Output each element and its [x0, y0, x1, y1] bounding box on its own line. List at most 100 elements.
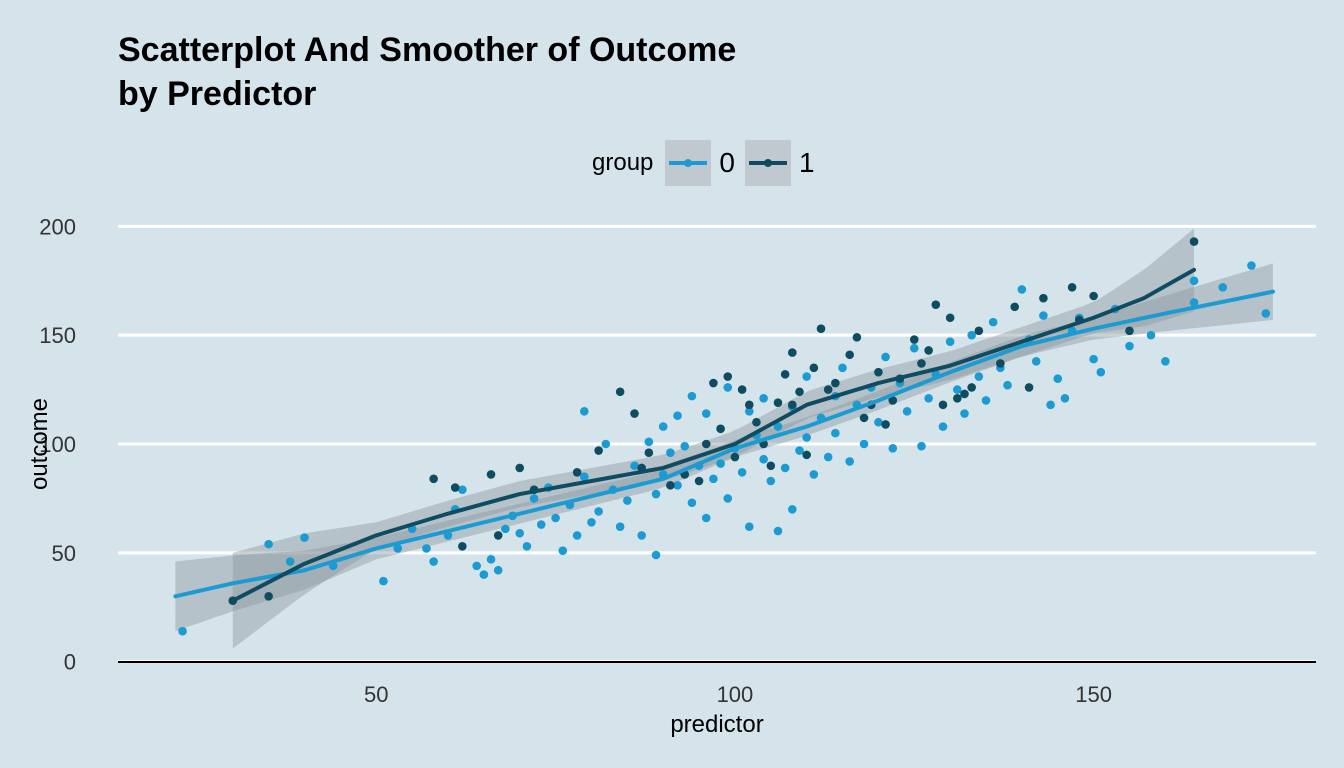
point-group-0 — [486, 555, 496, 564]
point-group-0 — [493, 565, 503, 575]
y-axis-label: outcome — [26, 398, 53, 490]
point-group-1 — [816, 324, 826, 333]
point-group-1 — [967, 383, 976, 392]
point-group-0 — [902, 407, 912, 416]
point-group-0 — [773, 422, 783, 431]
axes: 0 50 100 150 200 50 100 150 — [39, 214, 1316, 707]
point-group-1 — [594, 446, 603, 455]
point-group-1 — [1010, 302, 1020, 312]
point-group-1 — [450, 483, 460, 492]
point-group-1 — [831, 378, 840, 388]
smoother-line-group-1 — [230, 267, 1197, 603]
point-group-0 — [1096, 367, 1106, 377]
point-group-0 — [759, 454, 768, 464]
point-group-1 — [773, 398, 783, 407]
point-group-0 — [515, 528, 525, 538]
y-tick-label-150: 150 — [39, 323, 76, 348]
point-group-0 — [673, 481, 682, 490]
confidence-ribbons — [175, 228, 1273, 649]
point-group-1 — [723, 372, 733, 381]
point-group-1 — [264, 592, 273, 601]
point-group-1 — [888, 396, 898, 405]
point-group-0 — [1146, 330, 1156, 340]
point-group-1 — [458, 541, 467, 551]
point-group-1 — [1089, 291, 1098, 301]
y-tick-label-50: 50 — [52, 541, 76, 566]
legend-label-group-0: 0 — [719, 147, 735, 178]
point-group-0 — [1039, 311, 1048, 320]
point-group-0 — [536, 520, 546, 529]
legend-key-group-1 — [744, 140, 791, 186]
x-tick-label-150: 150 — [1075, 682, 1112, 707]
point-group-1 — [859, 413, 869, 423]
point-group-0 — [1189, 276, 1199, 286]
point-group-0 — [888, 444, 898, 453]
point-group-0 — [558, 546, 568, 555]
point-group-0 — [960, 409, 969, 418]
point-group-0 — [422, 544, 431, 553]
point-group-1 — [931, 300, 941, 310]
point-group-0 — [917, 441, 926, 451]
point-group-0 — [874, 417, 883, 427]
point-group-1 — [744, 400, 754, 410]
point-group-0 — [522, 541, 532, 551]
point-group-0 — [831, 428, 840, 438]
point-group-0 — [795, 446, 804, 455]
point-group-0 — [709, 474, 718, 484]
point-group-1 — [615, 387, 625, 397]
point-group-0 — [759, 393, 768, 403]
point-group-0 — [1218, 282, 1228, 292]
point-group-1 — [938, 400, 948, 410]
point-group-0 — [300, 533, 309, 542]
point-group-0 — [1247, 261, 1256, 270]
point-group-1 — [809, 363, 819, 373]
point-group-1 — [852, 333, 862, 342]
point-group-0 — [723, 383, 733, 392]
point-group-0 — [988, 317, 998, 327]
point-group-0 — [658, 422, 668, 431]
point-group-1 — [701, 439, 711, 449]
point-group-0 — [651, 489, 661, 499]
point-group-0 — [1189, 298, 1199, 307]
point-group-0 — [859, 439, 869, 449]
point-group-0 — [479, 570, 489, 579]
x-tick-label-50: 50 — [364, 682, 388, 707]
point-group-1 — [766, 461, 776, 471]
legend-key-group-0 — [665, 140, 712, 186]
point-group-0 — [572, 531, 582, 540]
point-group-0 — [823, 452, 833, 462]
point-group-0 — [737, 467, 747, 477]
point-group-0 — [788, 504, 797, 514]
y-tick-label-0: 0 — [64, 650, 76, 675]
data-points — [178, 237, 1271, 636]
point-group-1 — [823, 385, 833, 394]
legend-item-group-1: 1 — [744, 140, 815, 186]
point-group-0 — [838, 363, 847, 373]
chart-title-line-2: by Predictor — [118, 75, 317, 113]
point-group-0 — [881, 352, 890, 362]
point-group-0 — [981, 396, 991, 405]
point-group-1 — [737, 385, 747, 394]
point-group-0 — [967, 330, 976, 340]
point-group-0 — [1261, 309, 1271, 318]
point-group-0 — [623, 496, 632, 505]
point-group-1 — [874, 367, 883, 377]
point-group-0 — [845, 457, 855, 466]
point-group-0 — [1161, 356, 1170, 366]
y-tick-label-100: 100 — [39, 432, 76, 457]
point-group-0 — [529, 494, 539, 503]
point-group-1 — [752, 417, 761, 427]
ribbon-group-1 — [232, 228, 1195, 649]
point-group-0 — [285, 557, 295, 566]
point-group-1 — [493, 531, 503, 540]
point-group-1 — [974, 326, 984, 336]
point-group-0 — [974, 372, 984, 381]
point-group-1 — [709, 378, 718, 388]
point-group-1 — [1125, 326, 1134, 336]
point-group-0 — [909, 343, 919, 353]
point-group-1 — [429, 474, 438, 484]
point-group-0 — [393, 544, 403, 553]
point-group-1 — [694, 476, 704, 486]
point-group-1 — [996, 359, 1005, 368]
